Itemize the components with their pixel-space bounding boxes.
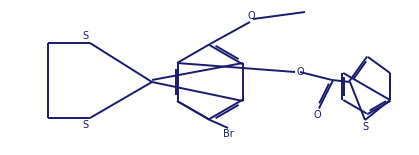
Text: O: O	[297, 67, 304, 77]
Text: O: O	[313, 110, 321, 120]
Text: Br: Br	[222, 129, 233, 139]
Text: S: S	[362, 122, 368, 132]
Text: O: O	[247, 11, 255, 21]
Text: S: S	[82, 31, 88, 41]
Text: S: S	[82, 120, 88, 130]
